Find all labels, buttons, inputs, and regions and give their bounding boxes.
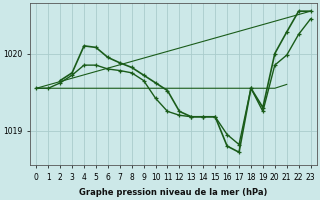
X-axis label: Graphe pression niveau de la mer (hPa): Graphe pression niveau de la mer (hPa)	[79, 188, 268, 197]
